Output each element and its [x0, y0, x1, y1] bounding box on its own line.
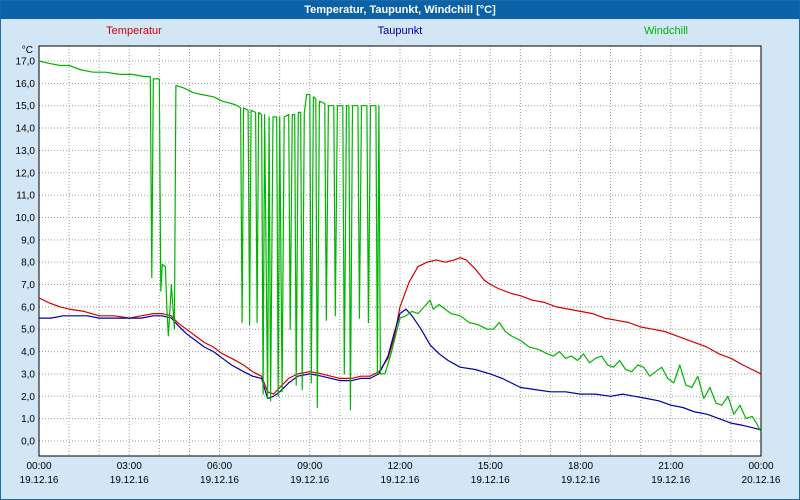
svg-text:19.12.16: 19.12.16	[290, 475, 329, 486]
svg-text:2,0: 2,0	[21, 392, 35, 403]
svg-text:19.12.16: 19.12.16	[381, 475, 420, 486]
legend-label-temperatur: Temperatur	[106, 25, 162, 37]
svg-text:3,0: 3,0	[21, 369, 35, 380]
legend-item-taupunkt: Taupunkt	[267, 25, 533, 37]
legend-item-windchill: Windchill	[533, 25, 799, 37]
svg-text:1,0: 1,0	[21, 414, 35, 425]
svg-text:14,0: 14,0	[16, 124, 36, 135]
svg-text:8,0: 8,0	[21, 258, 35, 269]
svg-text:9,0: 9,0	[21, 235, 35, 246]
legend-label-taupunkt: Taupunkt	[377, 25, 423, 37]
window-title-bar: Temperatur, Taupunkt, Windchill [°C]	[1, 1, 799, 19]
svg-text:19.12.16: 19.12.16	[561, 475, 600, 486]
svg-text:19.12.16: 19.12.16	[471, 475, 510, 486]
svg-text:19.12.16: 19.12.16	[200, 475, 239, 486]
chart-canvas: 0,0 1,0 2,0 3,0 4,0 5,0 6,0 7,0 8,0 9,0 10,0 11,0 12…	[16, 45, 781, 486]
svg-text:15:00: 15:00	[478, 461, 503, 472]
svg-text:00:00: 00:00	[748, 461, 773, 472]
svg-text:19.12.16: 19.12.16	[651, 475, 690, 486]
svg-text:7,0: 7,0	[21, 280, 35, 291]
svg-text:12:00: 12:00	[387, 461, 412, 472]
svg-text:5,0: 5,0	[21, 325, 35, 336]
svg-text:11,0: 11,0	[16, 191, 35, 202]
svg-text:4,0: 4,0	[21, 347, 35, 358]
svg-text:09:00: 09:00	[297, 461, 322, 472]
svg-text:21:00: 21:00	[658, 461, 683, 472]
svg-text:0,0: 0,0	[21, 437, 35, 448]
svg-text:06:00: 06:00	[207, 461, 232, 472]
chart-legend: Temperatur Taupunkt Windchill	[1, 19, 799, 43]
svg-text:12,0: 12,0	[16, 168, 36, 179]
window-title: Temperatur, Taupunkt, Windchill [°C]	[304, 4, 496, 16]
svg-text:°C: °C	[22, 45, 33, 56]
svg-text:20.12.16: 20.12.16	[742, 475, 781, 486]
svg-text:6,0: 6,0	[21, 302, 35, 313]
svg-text:16,0: 16,0	[16, 79, 36, 90]
svg-text:17,0: 17,0	[16, 57, 36, 68]
svg-text:00:00: 00:00	[26, 461, 51, 472]
legend-item-temperatur: Temperatur	[1, 25, 267, 37]
svg-text:18:00: 18:00	[568, 461, 593, 472]
legend-label-windchill: Windchill	[643, 25, 688, 37]
svg-text:15,0: 15,0	[16, 101, 36, 112]
svg-text:19.12.16: 19.12.16	[110, 475, 149, 486]
svg-text:03:00: 03:00	[117, 461, 142, 472]
svg-text:13,0: 13,0	[16, 146, 36, 157]
svg-text:19.12.16: 19.12.16	[20, 475, 59, 486]
svg-text:10,0: 10,0	[16, 213, 36, 224]
